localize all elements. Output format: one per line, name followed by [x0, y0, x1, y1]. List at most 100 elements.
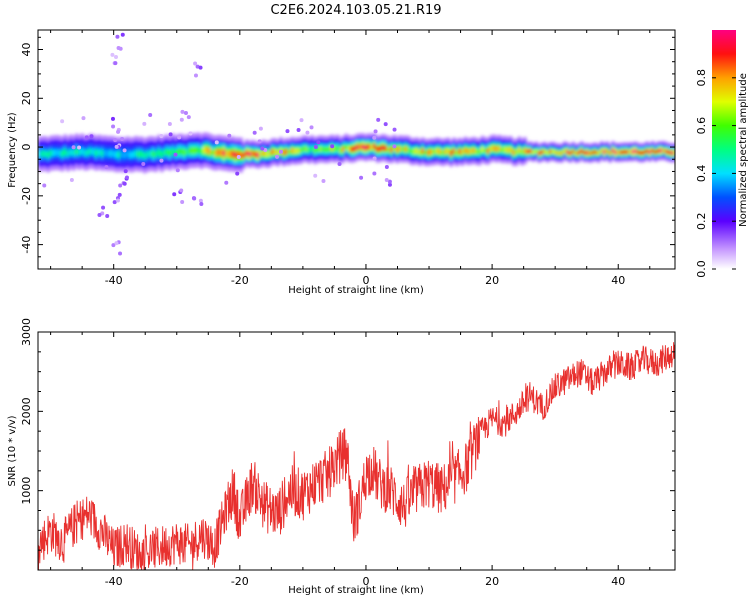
heatmap-cell	[560, 151, 564, 155]
heatmap-cell	[307, 147, 312, 153]
heatmap-cell	[202, 146, 207, 154]
heatmap-cell	[222, 149, 226, 157]
heatmap-cell	[665, 149, 669, 154]
heatmap-cell	[282, 150, 286, 156]
heatmap-cell	[565, 150, 570, 154]
heatmap-cell	[486, 148, 490, 154]
heatmap-cell	[347, 146, 351, 152]
heatmap-cell	[426, 149, 431, 156]
heatmap-cell	[38, 150, 42, 158]
heatmap-cell	[257, 139, 262, 144]
heatmap-cell	[172, 192, 177, 197]
heatmap-cell	[171, 147, 175, 155]
heatmap-cell	[258, 126, 263, 131]
heatmap-cell	[151, 150, 155, 158]
heatmap-cell	[506, 147, 510, 153]
heatmap-cell	[55, 149, 59, 156]
heatmap-cell	[337, 162, 342, 167]
heatmap-cell	[89, 134, 94, 139]
heatmap-cell	[123, 151, 127, 159]
snr-ticks: -40 -20 0 20 40 1000 2000 3000	[20, 318, 675, 588]
heatmap-cell	[355, 144, 360, 150]
heatmap-cell	[384, 164, 389, 169]
heatmap-cell	[117, 192, 122, 197]
heatmap-cell	[245, 150, 249, 156]
heatmap-cell	[318, 146, 323, 152]
heatmap-cell	[503, 146, 507, 153]
heatmap-cell	[211, 149, 215, 156]
spectrogram-panel: -40 -20 0 20 40 -40 -20 0 20 40 Height of straigh…	[7, 29, 676, 296]
heatmap-cell	[131, 151, 136, 158]
heatmap-cell	[651, 148, 655, 153]
spectral-ridge	[38, 132, 675, 174]
heatmap-cell	[40, 150, 45, 158]
heatmap-cell	[208, 147, 212, 155]
heatmap-cell	[205, 146, 209, 154]
heatmap-cell	[177, 135, 182, 140]
snr-y-label: SNR (10 * v/v)	[7, 415, 18, 486]
heatmap-cell	[531, 150, 536, 155]
heatmap-cell	[387, 182, 392, 187]
heatmap-cell	[449, 150, 453, 156]
heatmap-cell	[183, 111, 188, 116]
heatmap-cell	[193, 73, 198, 78]
y-tick-label: -20	[20, 187, 33, 205]
heatmap-cell	[384, 178, 389, 183]
heatmap-cell	[113, 61, 118, 66]
heatmap-cell	[179, 148, 184, 155]
heatmap-cell	[141, 162, 146, 167]
heatmap-cell	[383, 122, 388, 127]
heatmap-cell	[668, 150, 672, 155]
heatmap-cell	[114, 144, 119, 149]
heatmap-cell	[404, 146, 408, 152]
heatmap-cell	[256, 152, 260, 158]
heatmap-cell	[84, 135, 89, 140]
heatmap-cell	[111, 150, 116, 157]
x-tick-label: -40	[105, 575, 123, 588]
heatmap-cell	[260, 146, 265, 151]
heatmap-cell	[571, 149, 576, 154]
heatmap-cell	[500, 147, 505, 153]
heatmap-cell	[159, 133, 164, 138]
heatmap-cell	[86, 149, 90, 156]
heatmap-cell	[673, 150, 675, 155]
heatmap-cell	[100, 149, 104, 157]
heatmap-cell	[313, 173, 318, 178]
heatmap-cell	[364, 145, 368, 151]
heatmap-cell	[214, 140, 219, 145]
heatmap-cell	[455, 150, 459, 156]
heatmap-cell	[492, 145, 496, 151]
heatmap-cell	[125, 150, 130, 158]
heatmap-cell	[97, 212, 102, 217]
heatmap-cell	[110, 52, 115, 57]
heatmap-cell	[327, 146, 331, 152]
heatmap-cell	[634, 149, 638, 154]
heatmap-cell	[653, 150, 658, 155]
heatmap-cell	[74, 147, 79, 155]
heatmap-cell	[324, 147, 329, 153]
heatmap-cell	[548, 149, 553, 154]
heatmap-cell	[142, 121, 147, 126]
heatmap-cell	[250, 150, 255, 157]
y-tick-label: 0	[20, 144, 33, 151]
heatmap-cell	[353, 146, 357, 152]
heatmap-cell	[112, 200, 117, 205]
heatmap-cell	[77, 149, 82, 156]
x-tick-label: 0	[362, 274, 369, 287]
heatmap-cell	[480, 146, 485, 152]
heatmap-cell	[213, 149, 218, 157]
snr-x-label: Height of straight line (km)	[288, 585, 424, 596]
heatmap-cell	[563, 149, 567, 153]
heatmap-cell	[115, 34, 120, 39]
heatmap-cell	[350, 146, 354, 152]
heatmap-cell	[196, 146, 201, 154]
heatmap-cell	[117, 151, 121, 158]
heatmap-cell	[528, 149, 533, 153]
heatmap-cell	[118, 183, 123, 188]
heatmap-cell	[143, 152, 147, 160]
x-tick-label: 40	[611, 274, 625, 287]
heatmap-cell	[239, 151, 243, 159]
heatmap-cell	[344, 144, 348, 150]
heatmap-cell	[591, 150, 595, 155]
